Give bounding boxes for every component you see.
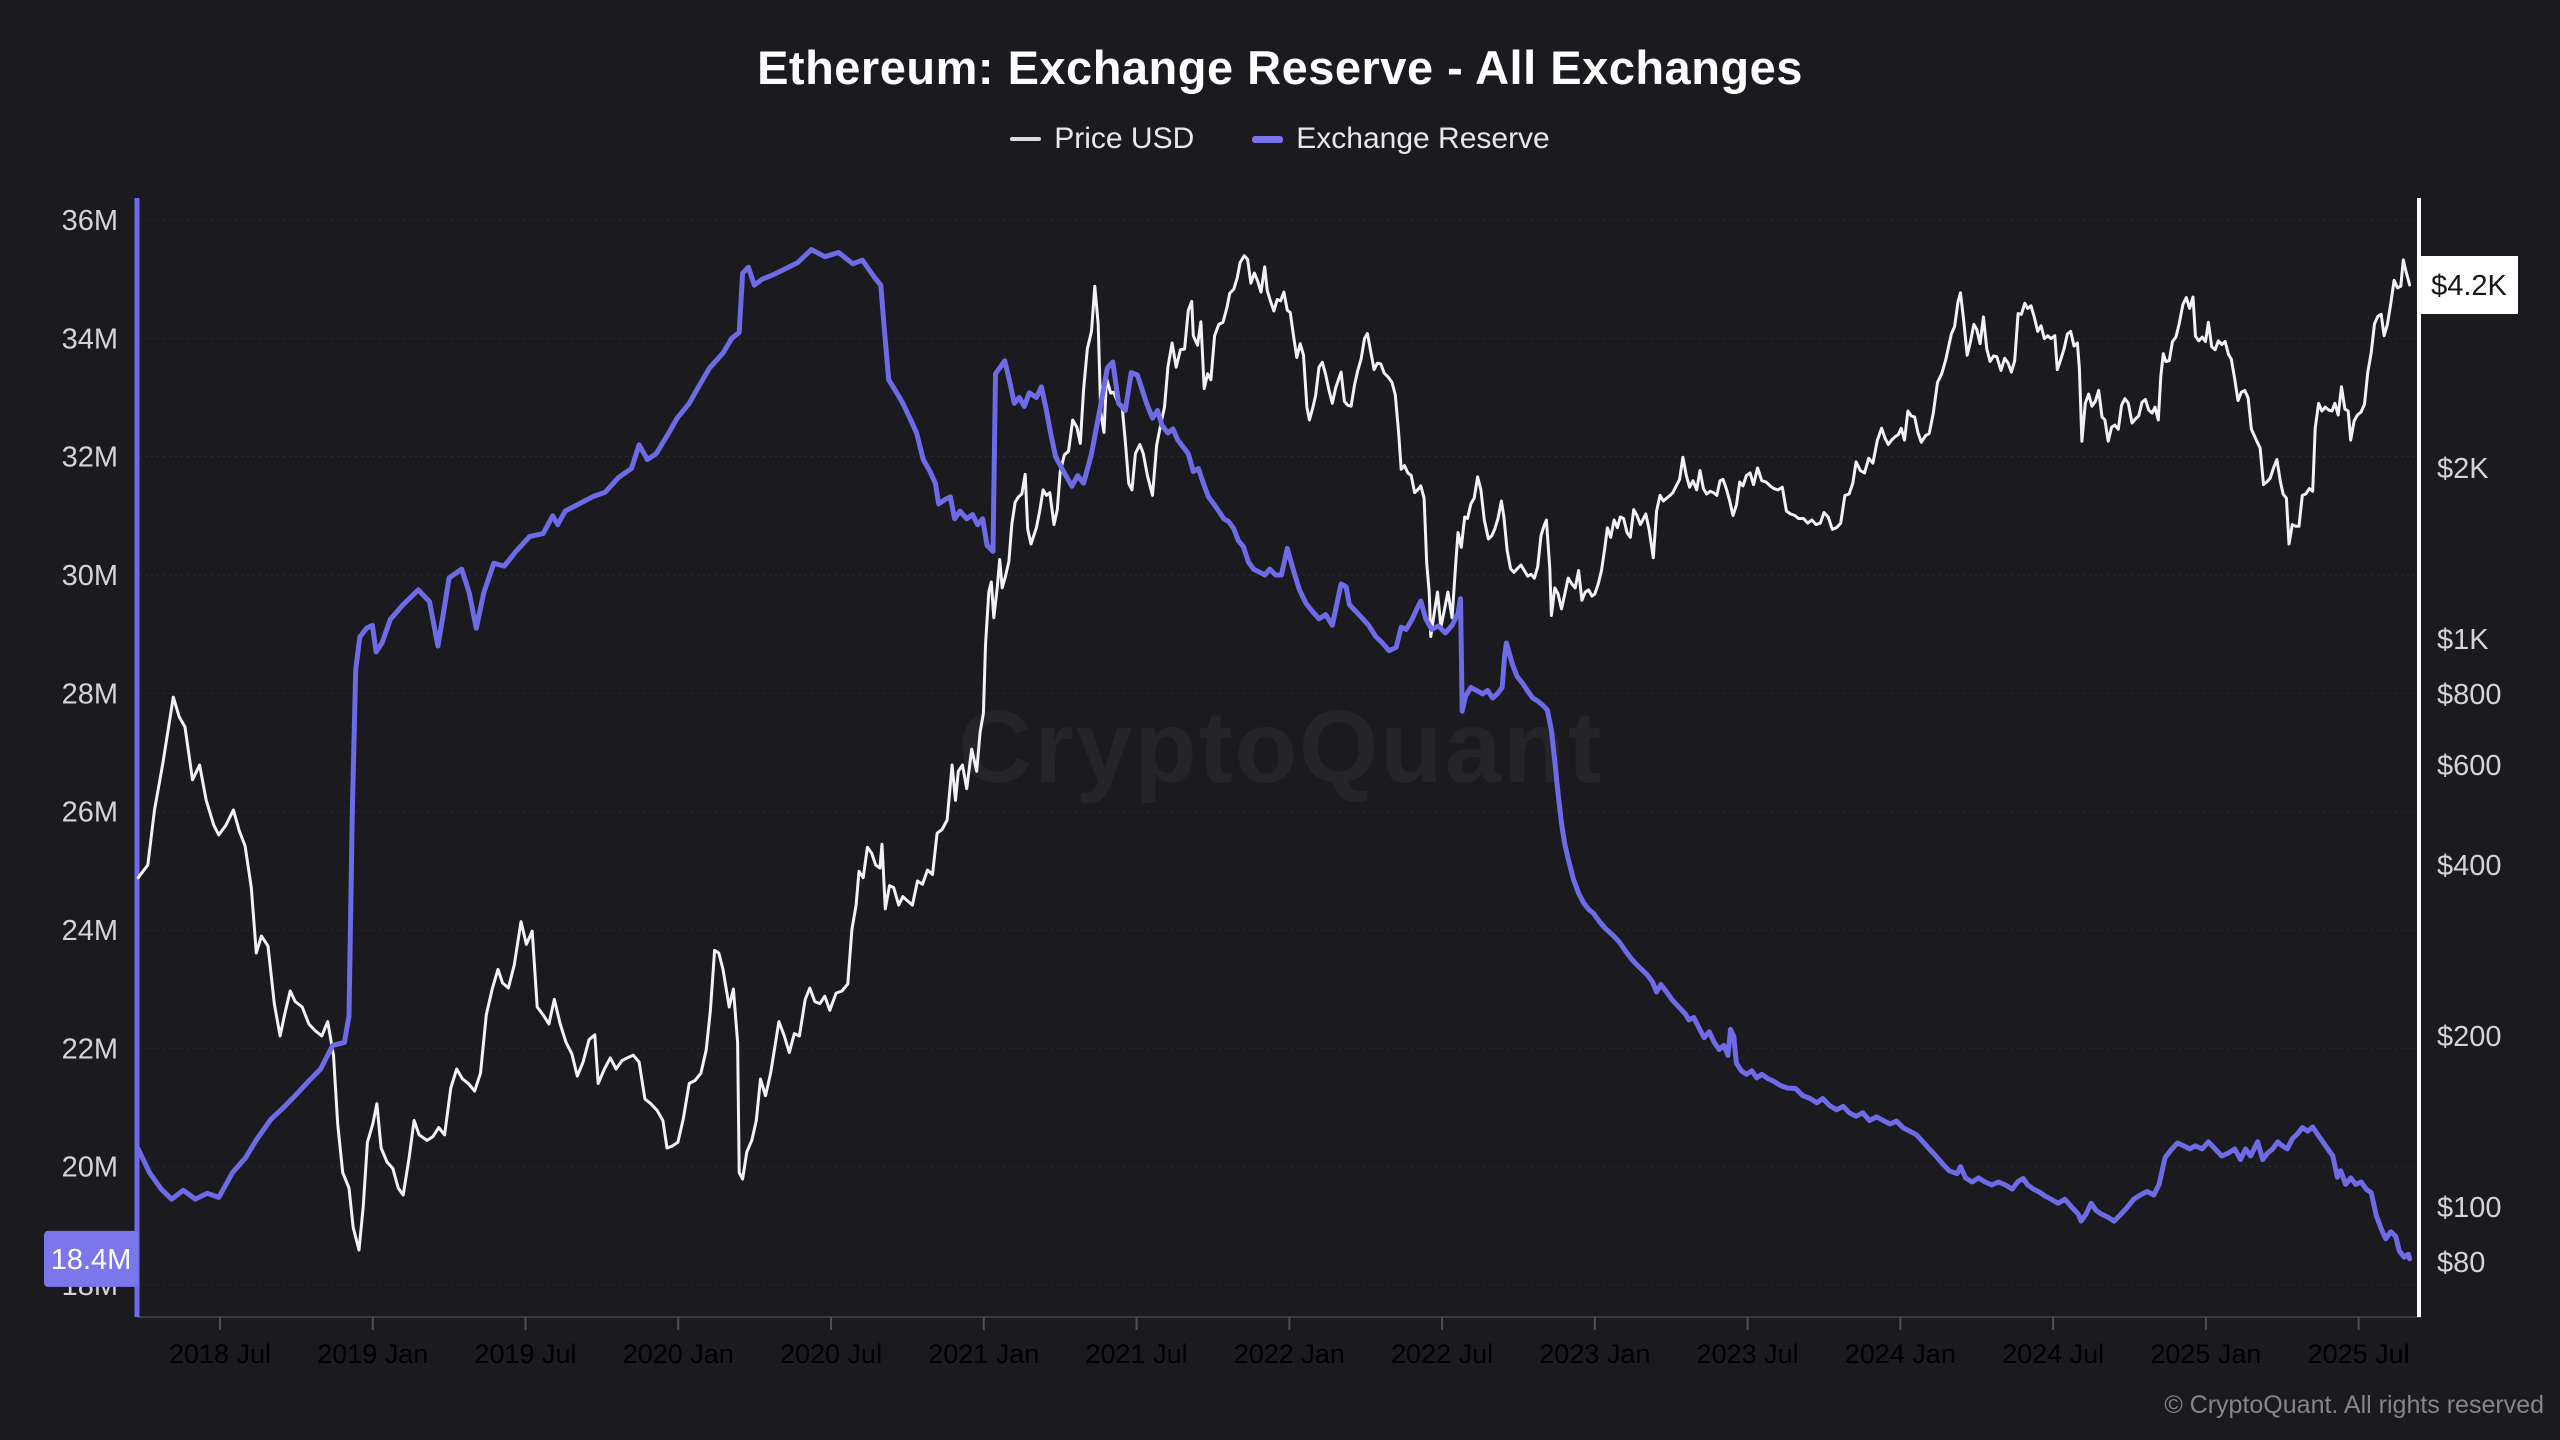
legend-item-exchange-reserve[interactable]: Exchange Reserve — [1252, 122, 1550, 156]
y-axis-left-label: 28M — [62, 678, 118, 710]
y-axis-right-label: $1K — [2437, 624, 2489, 656]
x-axis-label: 2023 Jul — [1697, 1339, 1799, 1369]
y-axis-left-label: 22M — [62, 1033, 118, 1065]
chart-legend: Price USD Exchange Reserve — [0, 122, 2560, 156]
copyright-text: © CryptoQuant. All rights reserved — [2164, 1391, 2544, 1419]
x-axis-label: 2020 Jul — [780, 1339, 882, 1369]
y-axis-left-label: 24M — [62, 915, 118, 947]
y-axis-left-label: 34M — [62, 323, 118, 355]
y-axis-left-label: 32M — [62, 442, 118, 474]
x-axis-label: 2018 Jul — [169, 1339, 271, 1369]
price-current-value-badge — [2421, 255, 2518, 314]
y-axis-right-label: $200 — [2437, 1021, 2502, 1053]
x-axis-label: 2025 Jan — [2150, 1339, 2261, 1369]
y-axis-right-label: $100 — [2437, 1192, 2502, 1224]
x-axis-label: 2019 Jul — [474, 1339, 576, 1369]
x-axis-label: 2021 Jul — [1086, 1339, 1188, 1369]
legend-label: Price USD — [1054, 122, 1195, 155]
y-axis-right-label: $2K — [2437, 453, 2489, 485]
y-axis-left-label: 36M — [62, 205, 118, 237]
price-usd-series-line[interactable] — [136, 254, 2412, 1252]
x-axis-label: 2019 Jan — [317, 1339, 428, 1369]
x-axis-label: 2020 Jan — [623, 1339, 734, 1369]
y-axis-left-label: 20M — [62, 1152, 118, 1184]
y-axis-left-label: 30M — [62, 560, 118, 592]
exchange-reserve-series-line[interactable] — [135, 247, 2413, 1262]
legend-label: Exchange Reserve — [1296, 122, 1550, 155]
x-axis-label: 2021 Jan — [928, 1339, 1039, 1369]
x-axis-label: 2024 Jan — [1845, 1339, 1956, 1369]
page-title: Ethereum: Exchange Reserve - All Exchang… — [757, 41, 1803, 94]
y-axis-left-label: 26M — [62, 797, 118, 829]
reserve-current-value-badge — [44, 1230, 138, 1287]
x-axis-label: 2024 Jul — [2002, 1339, 2104, 1369]
reserve-current-value-text: 18.4M — [51, 1244, 132, 1276]
y-axis-right-label: $80 — [2437, 1247, 2485, 1279]
x-axis-label: 2025 Jul — [2308, 1339, 2410, 1369]
y-axis-right-label: $600 — [2437, 750, 2502, 782]
watermark: CryptoQuant — [958, 690, 1603, 804]
x-axis-label: 2023 Jan — [1539, 1339, 1650, 1369]
price-current-value-text: $4.2K — [2431, 270, 2507, 302]
plot-area[interactable] — [137, 198, 2419, 1317]
price-usd-legend-dash-icon — [1010, 137, 1042, 141]
y-axis-right-label: $400 — [2437, 850, 2502, 882]
x-axis-label: 2022 Jul — [1391, 1339, 1493, 1369]
exchange-reserve-legend-dash-icon — [1252, 135, 1284, 143]
y-axis-right-label: $800 — [2437, 679, 2502, 711]
legend-item-price-usd[interactable]: Price USD — [1010, 122, 1194, 156]
x-axis-label: 2022 Jan — [1234, 1339, 1345, 1369]
